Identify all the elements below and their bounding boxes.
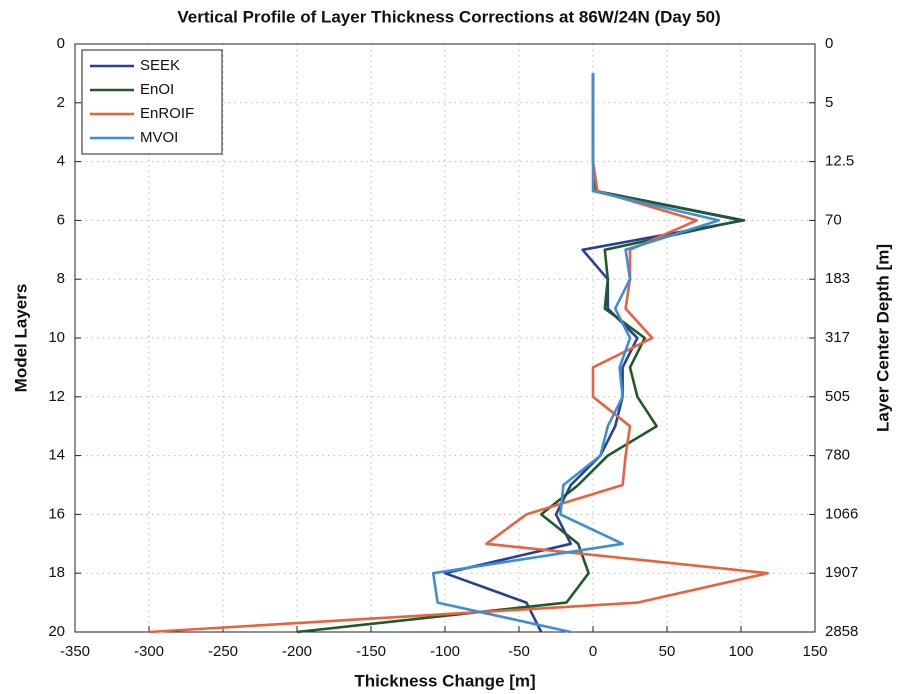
y2-tick-label: 70	[825, 211, 842, 228]
y2-tick-label: 183	[825, 270, 850, 287]
x-tick-label: 150	[802, 643, 827, 660]
y2-axis-label: Layer Center Depth [m]	[873, 244, 892, 432]
x-tick-label: -100	[430, 643, 460, 660]
x-tick-label: -150	[356, 643, 386, 660]
legend-label: MVOI	[140, 129, 178, 146]
y-tick-label: 20	[48, 623, 65, 640]
y2-tick-label: 2858	[825, 623, 858, 640]
x-tick-label: -250	[208, 643, 238, 660]
legend-box	[81, 49, 223, 155]
legend-label: EnOI	[140, 81, 174, 98]
y2-tick-label: 1907	[825, 564, 858, 581]
chart-title: Vertical Profile of Layer Thickness Corr…	[177, 7, 720, 26]
x-tick-label: 50	[659, 643, 676, 660]
y-axis-label: Model Layers	[11, 284, 30, 393]
x-tick-label: -300	[134, 643, 164, 660]
x-tick-label: 100	[728, 643, 753, 660]
x-tick-label: -200	[282, 643, 312, 660]
x-tick-label: -50	[508, 643, 530, 660]
y-tick-label: 8	[57, 270, 65, 287]
plot-frame	[74, 43, 816, 633]
legend-label: SEEK	[140, 57, 180, 74]
y2-tick-label: 1066	[825, 505, 858, 522]
y2-tick-label: 505	[825, 388, 850, 405]
x-tick-label: 0	[589, 643, 597, 660]
y-tick-label: 18	[48, 564, 65, 581]
y2-tick-label: 0	[825, 35, 833, 52]
y-tick-label: 2	[57, 94, 65, 111]
y-tick-label: 12	[48, 388, 65, 405]
y2-tick-label: 317	[825, 329, 850, 346]
y-tick-label: 0	[57, 35, 65, 52]
y2-tick-label: 12.5	[825, 153, 854, 170]
x-tick-label: -350	[60, 643, 90, 660]
y2-tick-label: 5	[825, 94, 833, 111]
y-tick-label: 4	[57, 153, 65, 170]
y-tick-label: 14	[48, 447, 65, 464]
y-tick-label: 10	[48, 329, 65, 346]
x-axis-label: Thickness Change [m]	[354, 671, 535, 690]
y-tick-label: 16	[48, 505, 65, 522]
y-tick-label: 6	[57, 211, 65, 228]
y2-tick-label: 780	[825, 447, 850, 464]
series-line	[431, 73, 721, 634]
legend-label: EnROIF	[140, 105, 194, 122]
